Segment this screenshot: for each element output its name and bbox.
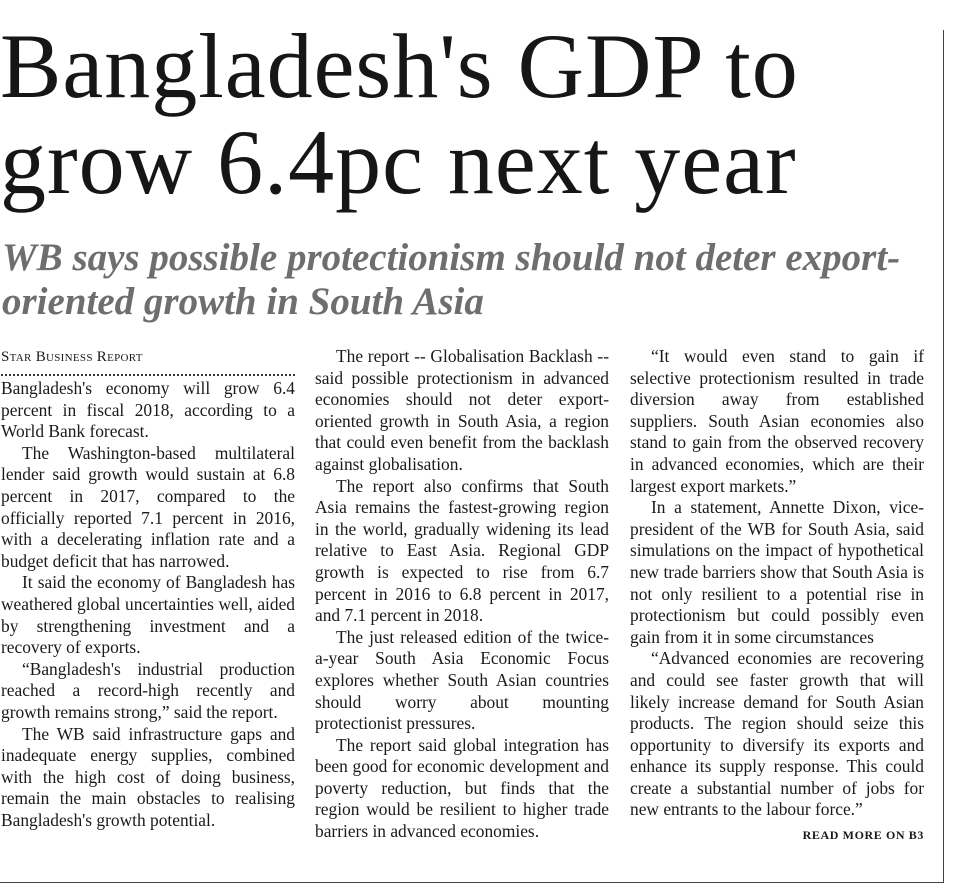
read-more-link[interactable]: READ MORE ON B3 (802, 828, 924, 843)
paragraph: The report -- Globalisation Backlash -- … (315, 346, 609, 474)
article-column-1: Star Business Report Bangladesh's econom… (1, 346, 295, 831)
paragraph: The report said global integration has b… (315, 734, 609, 842)
paragraph: “It would even stand to gain if selectiv… (630, 346, 924, 496)
subhead: WB says possible protectionism should no… (2, 236, 901, 323)
paragraph: The report also confirms that South Asia… (315, 475, 609, 626)
paragraph: It said the economy of Bangladesh has we… (1, 572, 295, 658)
headline: Bangladesh's GDP to grow 6.4pc next year (0, 15, 799, 213)
bottom-rule (0, 882, 944, 883)
article-column-2: The report -- Globalisation Backlash -- … (315, 346, 609, 843)
paragraph: The WB said infrastructure gaps and inad… (1, 723, 295, 830)
paragraph: “Bangladesh's industrial production reac… (1, 658, 295, 722)
column-rule (943, 30, 944, 882)
paragraph: The just released edition of the twice-a… (315, 626, 609, 734)
paragraph: The Washington-based multilateral lender… (1, 442, 295, 571)
paragraph: “Advanced economies are recovering and c… (630, 648, 924, 820)
byline: Star Business Report (1, 346, 295, 376)
paragraph: Bangladesh's economy will grow 6.4 perce… (1, 378, 295, 442)
article-column-3: “It would even stand to gain if selectiv… (630, 346, 924, 847)
paragraph: In a statement, Annette Dixon, vice-pres… (630, 497, 924, 647)
